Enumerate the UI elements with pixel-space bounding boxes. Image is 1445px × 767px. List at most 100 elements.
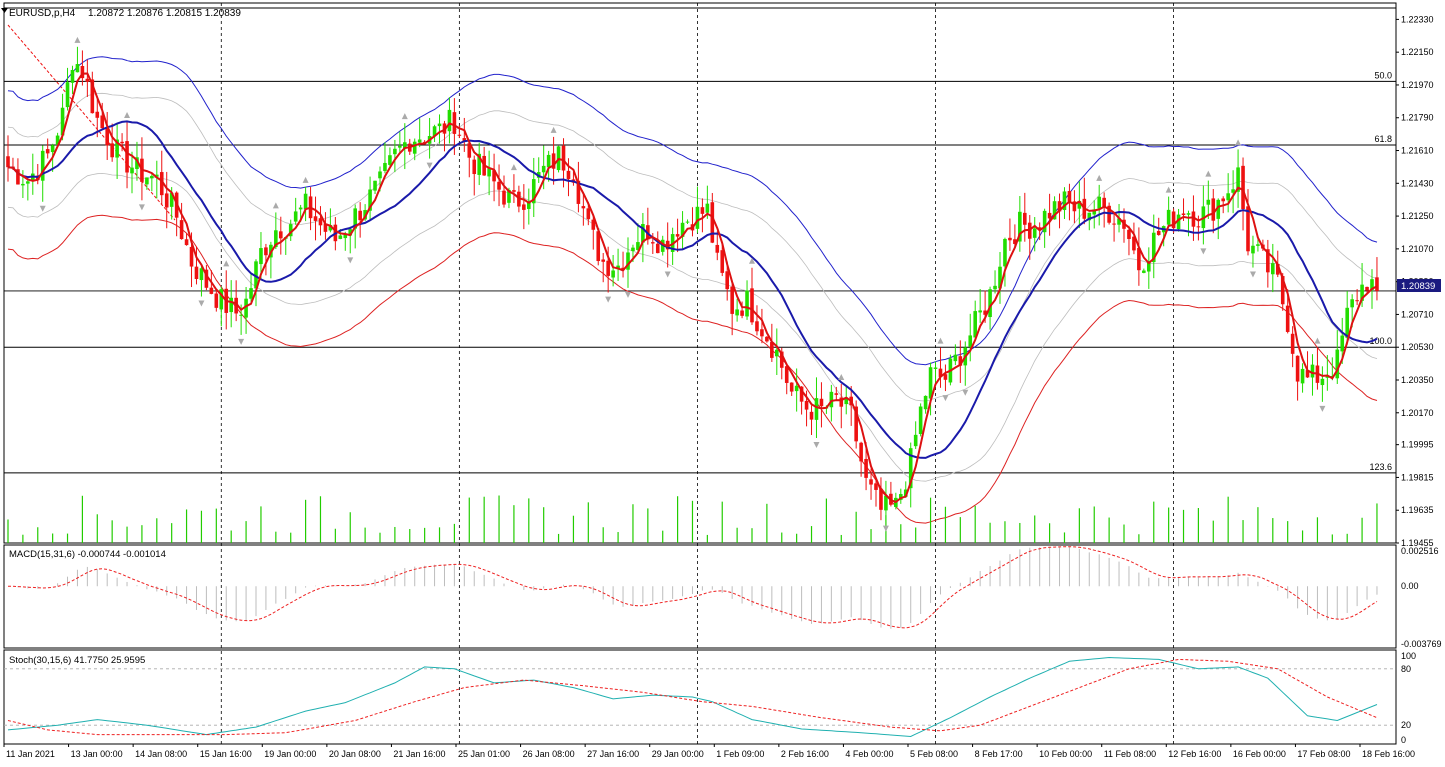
- candle-body: [303, 193, 308, 210]
- candle-body: [1335, 349, 1340, 379]
- candle-body: [725, 271, 729, 290]
- candle-body: [343, 234, 348, 239]
- candle-body: [928, 367, 933, 399]
- candle-body: [1052, 201, 1057, 220]
- candle-body: [586, 208, 591, 220]
- envelope-upper-line: [7, 56, 1378, 366]
- fast-ma-line: [7, 72, 1378, 504]
- fractal-up-marker: [1235, 139, 1242, 146]
- candle-body: [467, 143, 472, 158]
- fractal-up-marker: [838, 374, 845, 381]
- candle-body: [383, 162, 387, 171]
- price-tick-label: 1.20710: [1401, 309, 1434, 319]
- band-upper-line: [7, 92, 1378, 402]
- candle-body: [755, 321, 759, 332]
- candle-body: [45, 149, 50, 154]
- time-tick-label: 15 Jan 16:00: [200, 749, 252, 759]
- candle-body: [403, 142, 407, 149]
- candle-body: [854, 406, 858, 442]
- candle-body: [254, 261, 258, 289]
- candle-body: [779, 351, 784, 368]
- candle-body: [710, 202, 715, 243]
- candle-body: [75, 64, 80, 73]
- pane-frame: [3, 544, 1397, 649]
- fractal-up-marker: [1205, 170, 1212, 177]
- candle-body: [1037, 227, 1042, 230]
- candle-body: [1147, 261, 1151, 272]
- current-price-label: 1.20839: [1401, 281, 1435, 292]
- fractal-down-marker: [138, 204, 145, 211]
- candle-body: [348, 229, 353, 236]
- slow-ma-line: [7, 120, 1378, 459]
- time-tick-label: 27 Jan 16:00: [587, 749, 639, 759]
- symbol-label: EURUSD,p,H4: [9, 8, 76, 19]
- candle-body: [1221, 198, 1225, 202]
- candle-body: [864, 458, 868, 478]
- candle-body: [700, 207, 705, 214]
- candle-body: [447, 109, 452, 132]
- candle-body: [943, 374, 948, 380]
- candle-body: [1266, 249, 1270, 273]
- candle-body: [546, 154, 551, 168]
- fractal-down-marker: [813, 442, 820, 449]
- candle-body: [472, 159, 477, 175]
- candle-body: [715, 244, 720, 253]
- candle-body: [740, 310, 744, 316]
- stoch-signal-line: [7, 658, 1378, 736]
- candle-body: [145, 177, 149, 185]
- candle-body: [631, 247, 635, 252]
- candle-body: [1087, 212, 1092, 221]
- candle-body: [65, 82, 70, 108]
- fibonacci-levels[interactable]: 50.0 61.8 100.0 123.6: [4, 7, 1396, 474]
- candle-body: [422, 141, 427, 143]
- candle-body: [298, 207, 303, 210]
- candle-body: [1166, 209, 1171, 225]
- fractal-up-marker: [74, 36, 81, 43]
- fractal-markers: [39, 36, 1326, 532]
- candle-body: [179, 220, 184, 240]
- candle-body: [219, 289, 224, 310]
- candle-body: [809, 411, 814, 420]
- candle-body: [100, 115, 105, 129]
- stoch-tick-label: 20: [1401, 720, 1411, 730]
- candle-body: [675, 234, 680, 237]
- chart-menu-triangle-icon[interactable]: [1, 8, 8, 13]
- candle-body: [651, 242, 655, 244]
- candle-body: [1171, 211, 1176, 229]
- candle-body: [938, 368, 943, 377]
- candle-body: [1246, 206, 1250, 252]
- fractal-down-marker: [198, 300, 205, 307]
- candle-body: [953, 354, 958, 362]
- price-tick-label: 1.20530: [1401, 342, 1434, 352]
- fractal-up-marker: [550, 126, 557, 133]
- candle-body: [804, 400, 809, 410]
- candle-body: [437, 123, 442, 127]
- candle-body: [1072, 201, 1077, 212]
- candle-body: [1062, 191, 1067, 211]
- candle-body: [274, 230, 278, 248]
- candle-body: [492, 170, 496, 182]
- candle-body: [775, 349, 779, 357]
- candle-body: [1360, 284, 1364, 301]
- candle-body: [844, 397, 849, 405]
- candle-body: [164, 193, 169, 208]
- price-tick-label: 1.21070: [1401, 244, 1434, 254]
- candle-body: [259, 248, 263, 265]
- candle-body: [596, 231, 601, 262]
- candle-body: [1018, 211, 1022, 242]
- stoch-header-label: Stoch(30,15,6) 41.7750 25.9595: [9, 655, 145, 666]
- candle-body: [159, 172, 164, 196]
- candle-body: [189, 246, 194, 267]
- candle-body: [1375, 277, 1379, 291]
- stoch-tick-label: 100: [1401, 651, 1416, 661]
- candle-body: [973, 311, 977, 338]
- candle-body: [958, 356, 963, 366]
- candle-body: [695, 206, 700, 229]
- price-tick-label: 1.21250: [1401, 211, 1434, 221]
- candle-body: [1256, 244, 1260, 246]
- candle-body: [1340, 335, 1345, 352]
- candle-body: [1320, 378, 1325, 386]
- candle-body: [432, 126, 437, 137]
- candle-body: [249, 288, 253, 299]
